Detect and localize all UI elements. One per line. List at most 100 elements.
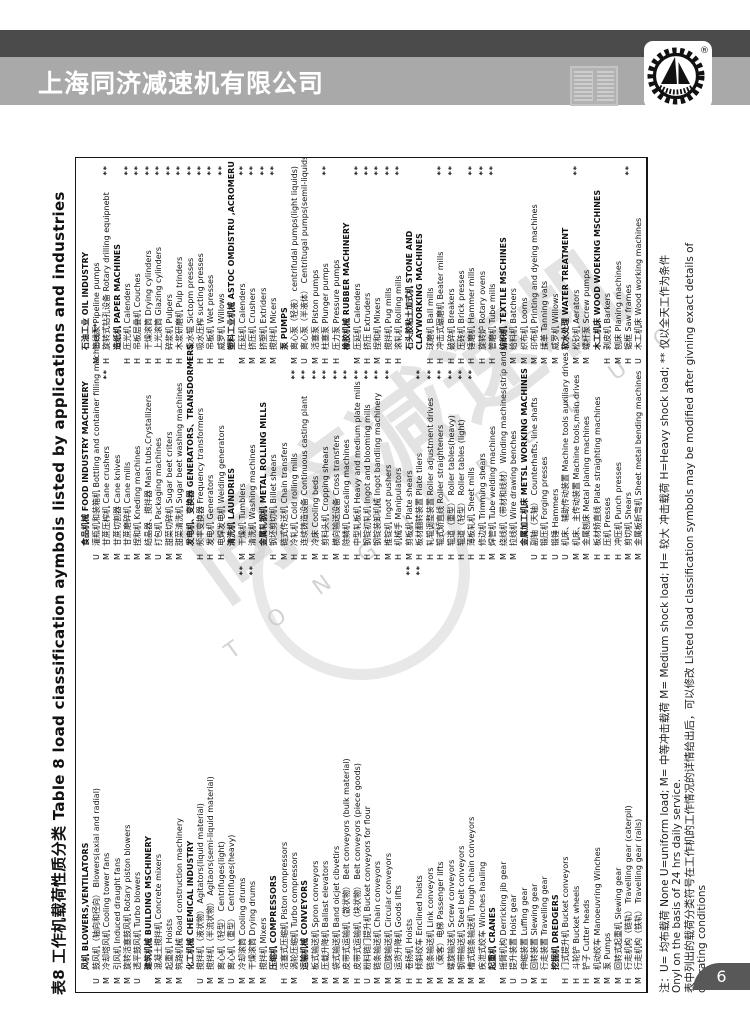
machine-cell: H 行走机构（链轨） Travelling gear (caterpil) bbox=[624, 560, 634, 984]
machine-cell: 纺织机 TEXTILE MSCHINES bbox=[499, 160, 509, 364]
machine-cell: U 鼓风机（轴向和径向） Blowers(axial and radial) bbox=[92, 560, 102, 984]
table-row: U 透平鼓风机 Turbo blowers M 捏和机 Kneding machine… bbox=[133, 160, 143, 984]
machine-label: 破碎机 Breakers bbox=[446, 288, 456, 350]
machine-label: 门式提升机 Bucket conveyors bbox=[561, 856, 571, 970]
table-row: M 筑路机械 Road construction machinery M 甜菜清洗机 … bbox=[175, 160, 185, 984]
load-symbol: H bbox=[154, 357, 164, 364]
load-symbol: M bbox=[436, 977, 446, 984]
asterisk-marker: ** bbox=[352, 165, 362, 176]
load-symbol: M bbox=[143, 553, 153, 560]
asterisk-marker: ** bbox=[196, 165, 206, 176]
machine-cell: M 清洗机 Washing machines bbox=[248, 364, 258, 560]
load-symbol: U bbox=[550, 554, 560, 560]
load-symbol: H bbox=[331, 357, 341, 364]
load-symbol: M bbox=[582, 357, 592, 364]
asterisk-marker: ** bbox=[310, 369, 320, 380]
asterisk-marker: ** bbox=[300, 369, 310, 380]
load-symbol: M bbox=[216, 977, 226, 984]
machine-cell: 造纸机 PAPER MACHINES bbox=[113, 160, 123, 364]
table-row: M 搅拌机 Mixers 金属轧钢机 METAL ROLLING MILLS M 挤塑机… bbox=[258, 160, 268, 984]
machine-cell: 压缩机 COMPRESSORS bbox=[269, 560, 279, 984]
load-symbol: H bbox=[446, 553, 456, 560]
machine-cell: M （乘客）电梯 Passenger lifts bbox=[436, 560, 446, 985]
load-symbol: H bbox=[456, 357, 466, 364]
machine-label: 修边机 Trimming shears bbox=[477, 453, 487, 546]
machine-cell: H 活塞式压缩机 Piston compressors bbox=[280, 560, 290, 984]
machine-cell: U 透平鼓风机 Turbo blowers bbox=[133, 560, 143, 984]
machine-cell: H 板材翻转装置 Plate tilers ** bbox=[415, 364, 425, 560]
machine-label: 挤压 Extruders bbox=[363, 292, 373, 350]
load-symbol: H bbox=[404, 977, 414, 984]
load-symbol: M bbox=[623, 553, 633, 560]
machine-label: 伸缩装置 Luffing gear bbox=[519, 887, 529, 970]
load-symbol: M bbox=[258, 977, 268, 984]
machine-label: 搅拌机（半流状物） Agitaors(semi-liquid material) bbox=[206, 776, 216, 970]
machine-label: 皮带式运输机（散状物） Belt conveyors (bulk materia… bbox=[342, 758, 352, 970]
load-symbol: M bbox=[133, 553, 143, 560]
load-symbol: H bbox=[289, 553, 299, 560]
load-symbol: H bbox=[436, 553, 446, 560]
table-row: H 斗轮铲 Bucket wheels M 机床、主传动装置 Machine tool… bbox=[572, 160, 582, 984]
load-symbol: M bbox=[122, 977, 132, 984]
machine-label: 冷却塔风机 Cooling tower fans bbox=[102, 852, 112, 970]
load-symbol: M bbox=[456, 977, 466, 984]
machine-cell: M 筑路机械 Road construction machinery bbox=[175, 560, 185, 984]
machine-label: 刨床 Planing machines bbox=[613, 260, 623, 350]
machine-cell: M 压载升降机 Ballast elevators bbox=[321, 560, 331, 984]
asterisk-marker: ** bbox=[446, 369, 456, 380]
load-symbol: M bbox=[331, 977, 341, 984]
machine-cell: H 除鳞机 Descaling machines ** bbox=[342, 364, 352, 560]
load-symbol: M bbox=[571, 553, 581, 560]
load-symbol: M bbox=[394, 977, 404, 984]
table-row: M 疾泄式绞车 Winches hauling H 修边机 Trimming shea… bbox=[478, 160, 488, 984]
machine-cell: M 螺杆泵 Screw pumps bbox=[582, 160, 592, 364]
load-symbol: H bbox=[425, 357, 435, 364]
machine-label: 剪料头机 Cropping shears bbox=[321, 446, 331, 546]
table-row: 运输机械 CONVEYORS H 连续铸造设备 Continuous casting… bbox=[300, 157, 310, 984]
machine-label: 板材翻转装置 Plate tilers bbox=[415, 452, 425, 546]
machine-label: 皮带式运输机（块状物） Belt conveyors (piece goods) bbox=[352, 763, 362, 970]
machine-cell: H 辊道（重型） Roller tables(heavy) ** bbox=[447, 364, 457, 560]
table-row: M 链条输送机 Chain conveyors H 钢锭装卸机械 Ingot band… bbox=[373, 160, 383, 984]
machine-cell: M 疾泄式绞车 Winches hauling bbox=[478, 560, 488, 984]
machine-label: 涡轮压缩机 Turbo compressors bbox=[289, 852, 299, 970]
machine-label: CLAYWORKING MACHINES bbox=[415, 233, 425, 350]
machine-cell: M 回转式起重机 Slewing gear bbox=[614, 560, 624, 984]
machine-label: 链式传送机 Chain transfers bbox=[279, 442, 289, 546]
machine-cell: M 活塞泵 Piston pumps bbox=[311, 160, 321, 364]
machine-cell: H 钢锭初轧机 Ingot and blooming mills ** bbox=[363, 364, 373, 560]
machine-cell: 塑料工业机械 ASTOC OMDISTRU ,ACROMERU bbox=[227, 160, 237, 364]
load-symbol: H bbox=[394, 357, 404, 364]
machine-cell: M 冷却塔风机 Cooling tower fans bbox=[102, 560, 112, 984]
machine-cell: H 轧辊调整装置 Roller adjustment drives ** bbox=[426, 364, 436, 560]
asterisk-marker: ** bbox=[258, 165, 268, 176]
load-symbol: H bbox=[122, 553, 132, 560]
table-row: M 旋转活塞鼓风机 Rotary piston blowers H 甘蔗磨碎机 Can… bbox=[123, 160, 133, 984]
table-row: U 离心机（重型） Centrifuges(heavy) 清洗机 LAUNDRIES… bbox=[227, 160, 237, 984]
asterisk-marker: ** bbox=[436, 369, 446, 380]
machine-cell: H 挤压 Extruders ** bbox=[363, 160, 373, 364]
machine-label: 槽式链条输送机 Trough chain conveyors bbox=[467, 816, 477, 970]
company-logo: ® bbox=[644, 41, 712, 109]
machine-cell: M 推锭机 Ingot pushers ** bbox=[384, 364, 394, 560]
machine-label: 给料机 Batchers bbox=[509, 288, 519, 350]
load-classification-table: 风机 BLOWERS,VENTILATORS 食品机械 FOOD INDUSTRY… bbox=[75, 157, 648, 993]
machine-label: 挖掘机 DREDGERS bbox=[550, 894, 560, 970]
load-symbol: M bbox=[352, 357, 362, 364]
machine-cell: H 压光机 Calenders ** bbox=[123, 160, 133, 364]
machine-label: 运货升降机 Goods lifts bbox=[394, 885, 404, 970]
machine-cell: M 冷却滚筒 Cooling drums ** bbox=[238, 560, 248, 984]
load-symbol: M bbox=[310, 553, 320, 560]
machine-label: 除鳞机 Descaling machines bbox=[342, 439, 352, 546]
machine-label: 挤塑机 Extriders bbox=[258, 287, 268, 350]
machine-cell: H 倾斜绞车 Enclined hoists ** bbox=[415, 560, 425, 984]
table-row: 起重机 CRANES M 焊管机 Tube welding machines H 管磨机… bbox=[488, 160, 498, 984]
machine-label: 铲子 Cutter heads bbox=[582, 899, 592, 970]
load-symbol: M bbox=[91, 357, 101, 364]
load-symbol: M bbox=[175, 977, 185, 984]
machine-label: 疾泄式绞车 Winches hauling bbox=[477, 861, 487, 970]
table-row: M 钢带输送机 Steel belt conveyors H 辊道（轻型） Rolle… bbox=[457, 160, 467, 984]
load-symbol: M bbox=[582, 553, 592, 560]
machine-cell: M 摇臂机构 Derricking jib gear bbox=[499, 560, 509, 985]
machine-label: 钢锭初轧机 Ingot and blooming mills bbox=[363, 404, 373, 546]
